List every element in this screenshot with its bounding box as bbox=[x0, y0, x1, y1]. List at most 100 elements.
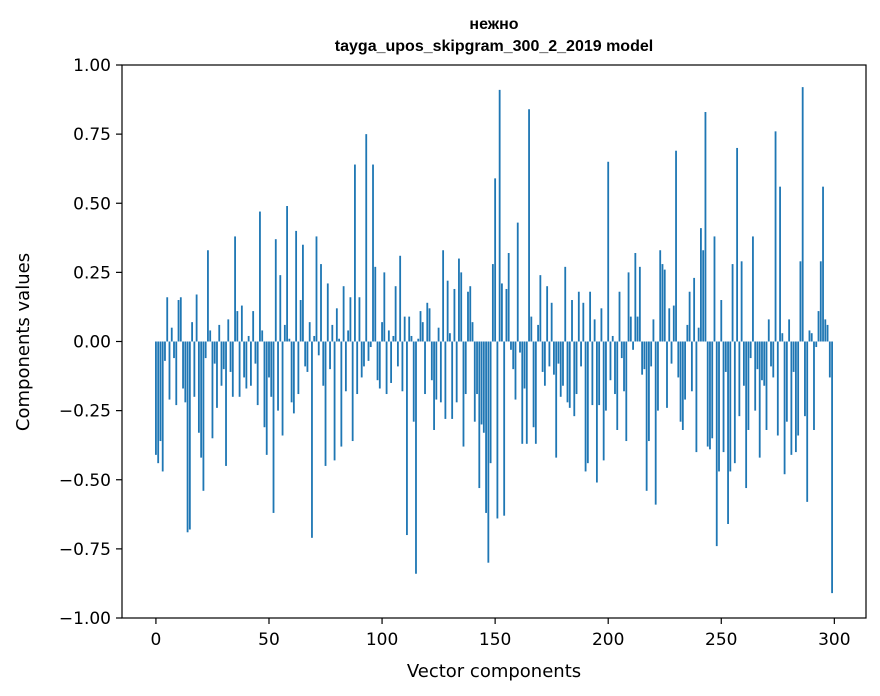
bar-263 bbox=[749, 341, 752, 359]
bar-278 bbox=[783, 341, 786, 475]
bar-91 bbox=[360, 341, 363, 378]
bar-257 bbox=[736, 147, 739, 342]
bar-220 bbox=[652, 319, 655, 342]
bar-260 bbox=[742, 341, 745, 386]
bar-5 bbox=[166, 297, 169, 342]
bar-124 bbox=[435, 341, 438, 400]
bar-212 bbox=[634, 253, 637, 342]
bar-203 bbox=[614, 341, 616, 395]
bar-172 bbox=[543, 341, 546, 386]
bar-271 bbox=[767, 319, 770, 342]
bar-92 bbox=[363, 341, 365, 367]
bar-251 bbox=[722, 341, 725, 453]
bar-134 bbox=[458, 258, 460, 342]
y-tick-label: −0.75 bbox=[59, 540, 111, 560]
bar-118 bbox=[421, 322, 424, 342]
bar-10 bbox=[177, 300, 180, 342]
bar-11 bbox=[179, 297, 182, 342]
bar-196 bbox=[598, 341, 601, 406]
bar-139 bbox=[469, 286, 472, 342]
bar-129 bbox=[446, 280, 449, 342]
bar-111 bbox=[406, 341, 408, 536]
bar-226 bbox=[666, 341, 668, 408]
bar-83 bbox=[342, 286, 345, 342]
bar-138 bbox=[467, 291, 469, 342]
bar-13 bbox=[184, 341, 187, 403]
bar-264 bbox=[752, 236, 754, 342]
bar-34 bbox=[231, 341, 234, 397]
bar-72 bbox=[317, 341, 320, 356]
bar-74 bbox=[322, 341, 325, 386]
bar-238 bbox=[693, 277, 696, 342]
bar-81 bbox=[338, 338, 340, 342]
bar-69 bbox=[311, 341, 313, 538]
bar-277 bbox=[781, 333, 784, 342]
bar-97 bbox=[374, 266, 377, 342]
bar-84 bbox=[344, 341, 347, 392]
bar-219 bbox=[650, 341, 653, 367]
bar-290 bbox=[810, 333, 813, 342]
bar-199 bbox=[605, 341, 607, 411]
bar-8 bbox=[173, 341, 175, 359]
bar-224 bbox=[661, 264, 664, 342]
bar-25 bbox=[211, 341, 214, 439]
bar-147 bbox=[487, 341, 490, 563]
bar-107 bbox=[396, 341, 399, 367]
bar-40 bbox=[245, 341, 248, 389]
bar-2 bbox=[159, 341, 162, 442]
bar-17 bbox=[193, 341, 196, 397]
bar-93 bbox=[365, 134, 368, 342]
bar-104 bbox=[390, 341, 393, 383]
bar-269 bbox=[763, 341, 766, 386]
bar-279 bbox=[785, 341, 788, 422]
bar-193 bbox=[591, 341, 594, 406]
bar-236 bbox=[688, 291, 691, 342]
bar-295 bbox=[822, 186, 824, 342]
bar-35 bbox=[234, 236, 236, 342]
bar-171 bbox=[541, 341, 544, 372]
bar-245 bbox=[709, 341, 711, 450]
bar-284 bbox=[797, 341, 800, 436]
bar-179 bbox=[559, 341, 562, 397]
bar-32 bbox=[227, 319, 230, 342]
bar-77 bbox=[329, 341, 331, 370]
bar-253 bbox=[727, 341, 729, 524]
bar-126 bbox=[439, 341, 442, 403]
bar-272 bbox=[770, 341, 772, 367]
bar-276 bbox=[779, 186, 781, 342]
bar-120 bbox=[426, 302, 429, 342]
bar-116 bbox=[417, 338, 420, 342]
bar-28 bbox=[218, 324, 221, 342]
bar-62 bbox=[295, 230, 298, 342]
bar-86 bbox=[349, 297, 352, 342]
bar-160 bbox=[516, 222, 519, 342]
bar-262 bbox=[747, 341, 750, 430]
bar-106 bbox=[394, 286, 397, 342]
bar-176 bbox=[553, 341, 555, 375]
bar-29 bbox=[220, 341, 223, 386]
bar-233 bbox=[681, 341, 684, 430]
bar-42 bbox=[250, 341, 252, 386]
bar-221 bbox=[654, 341, 657, 505]
bar-167 bbox=[532, 341, 535, 428]
bar-266 bbox=[756, 341, 759, 370]
bar-53 bbox=[274, 239, 277, 342]
bar-14 bbox=[186, 341, 189, 533]
chart-title: нежно bbox=[469, 16, 518, 33]
bar-170 bbox=[539, 275, 542, 342]
bar-206 bbox=[620, 341, 623, 359]
bar-119 bbox=[424, 341, 426, 395]
bar-39 bbox=[243, 341, 246, 378]
bar-298 bbox=[828, 341, 831, 378]
bar-173 bbox=[546, 286, 549, 342]
bar-57 bbox=[283, 324, 286, 342]
bar-88 bbox=[354, 164, 356, 342]
bar-87 bbox=[351, 341, 354, 442]
bars-layer bbox=[155, 87, 833, 594]
bar-187 bbox=[577, 291, 580, 342]
bar-102 bbox=[385, 341, 388, 395]
bar-41 bbox=[247, 335, 250, 342]
bar-96 bbox=[372, 164, 374, 342]
bar-207 bbox=[623, 341, 625, 392]
